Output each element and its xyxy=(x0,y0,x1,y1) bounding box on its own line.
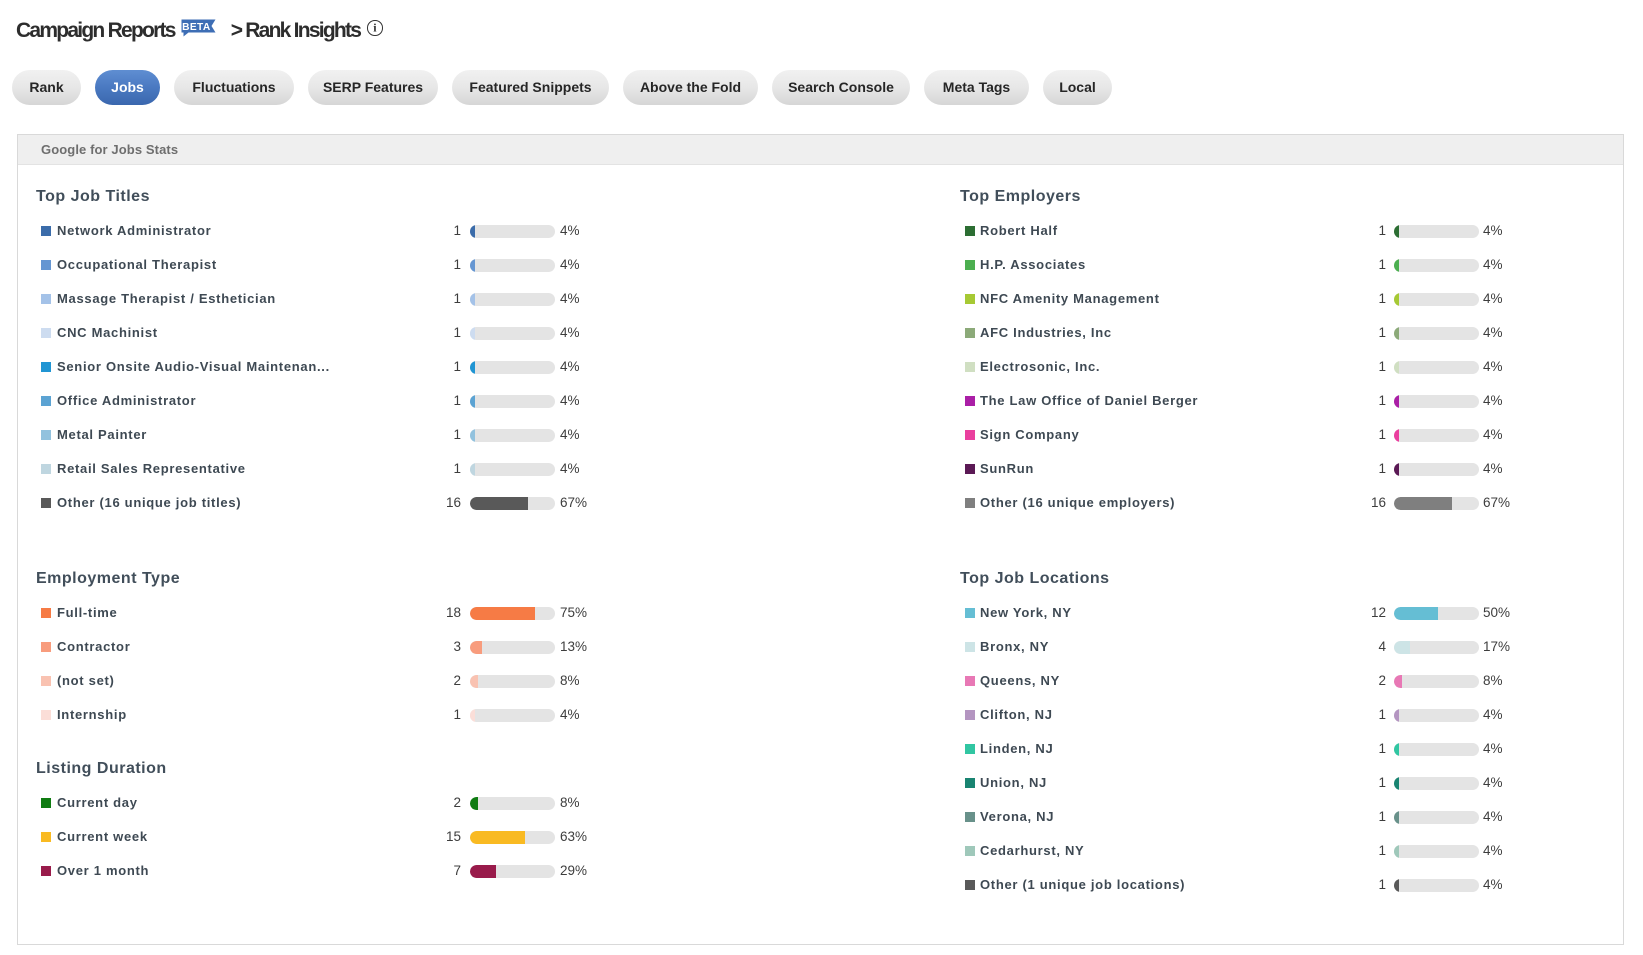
svg-text:BETA: BETA xyxy=(182,22,211,33)
